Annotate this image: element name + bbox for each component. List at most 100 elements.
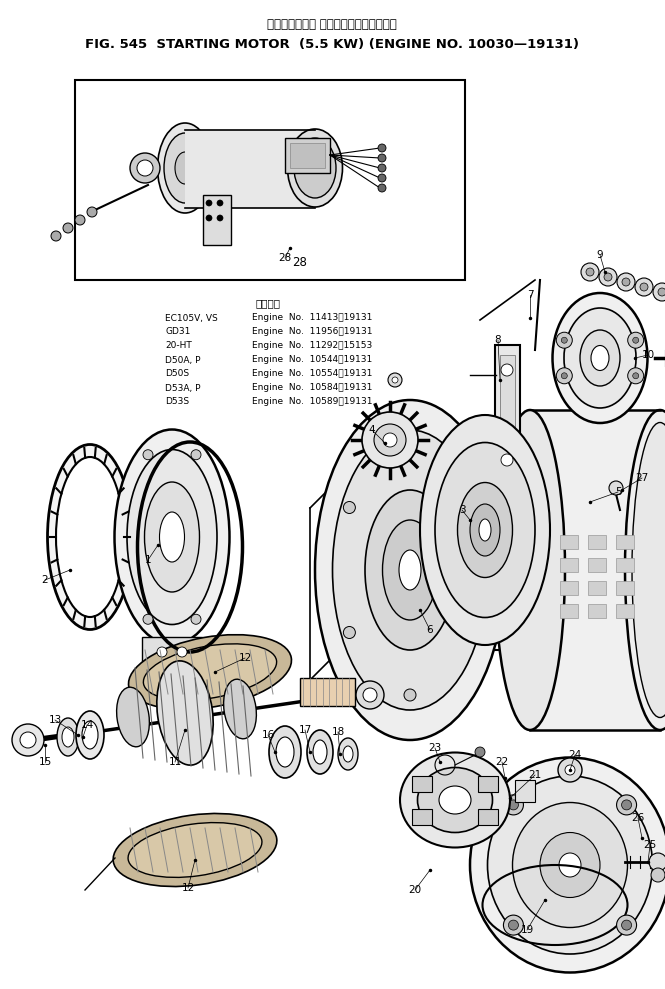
- Circle shape: [503, 795, 523, 815]
- Text: FIG. 545  STARTING MOTOR  (5.5 KW) (ENGINE NO. 10030—19131): FIG. 545 STARTING MOTOR (5.5 KW) (ENGINE…: [85, 38, 579, 51]
- Circle shape: [558, 758, 582, 782]
- Circle shape: [63, 223, 73, 233]
- Bar: [142, 637, 202, 672]
- Ellipse shape: [175, 152, 195, 184]
- Text: 11: 11: [168, 757, 182, 767]
- Circle shape: [143, 450, 153, 460]
- Circle shape: [635, 278, 653, 296]
- Ellipse shape: [164, 133, 206, 203]
- Ellipse shape: [470, 758, 665, 972]
- Ellipse shape: [632, 422, 665, 717]
- Ellipse shape: [479, 519, 491, 541]
- Bar: [203, 195, 231, 245]
- Circle shape: [616, 915, 636, 936]
- Bar: [588, 604, 606, 618]
- Circle shape: [378, 174, 386, 182]
- Ellipse shape: [315, 400, 505, 740]
- Bar: [500, 355, 515, 490]
- Ellipse shape: [114, 429, 229, 645]
- Ellipse shape: [338, 738, 358, 770]
- Circle shape: [137, 160, 153, 176]
- Bar: [412, 808, 432, 825]
- Ellipse shape: [57, 718, 79, 756]
- Text: FIG. 545  STARTING MOTOR  (5.5 KW) (ENGINE NO. 10030—19131): FIG. 545 STARTING MOTOR (5.5 KW) (ENGINE…: [99, 40, 565, 53]
- Circle shape: [191, 450, 201, 460]
- Text: D50A, P: D50A, P: [165, 355, 201, 365]
- Bar: [616, 604, 634, 618]
- Ellipse shape: [365, 490, 455, 650]
- Ellipse shape: [625, 410, 665, 730]
- Bar: [478, 775, 498, 791]
- Bar: [530, 410, 660, 730]
- Ellipse shape: [76, 711, 104, 759]
- Bar: [185, 130, 315, 208]
- Bar: [616, 558, 634, 572]
- Circle shape: [404, 689, 416, 701]
- Circle shape: [217, 200, 223, 206]
- Circle shape: [561, 373, 567, 379]
- Text: Engine  No.  11956～19131: Engine No. 11956～19131: [252, 327, 372, 336]
- Text: Engine  No.  11292～15153: Engine No. 11292～15153: [252, 341, 372, 350]
- Circle shape: [378, 144, 386, 152]
- Text: 14: 14: [80, 720, 94, 730]
- Bar: [300, 678, 355, 706]
- Bar: [0, 0, 665, 75]
- Bar: [560, 604, 578, 618]
- Text: スターティング モータ　　　　適用号機: スターティング モータ 適用号機: [267, 22, 397, 35]
- Ellipse shape: [307, 730, 333, 774]
- Text: スターティング モータ　　　　適用号機: スターティング モータ 適用号機: [267, 18, 397, 31]
- Circle shape: [475, 747, 485, 757]
- Ellipse shape: [458, 483, 513, 578]
- Ellipse shape: [420, 415, 550, 645]
- Circle shape: [378, 154, 386, 162]
- Circle shape: [465, 626, 477, 639]
- Ellipse shape: [540, 833, 600, 897]
- Circle shape: [501, 454, 513, 466]
- Circle shape: [632, 373, 638, 379]
- Text: 7: 7: [527, 290, 533, 300]
- Circle shape: [557, 368, 573, 384]
- Text: 2: 2: [42, 575, 49, 585]
- Bar: [412, 775, 432, 791]
- Circle shape: [12, 724, 44, 756]
- Ellipse shape: [418, 767, 493, 833]
- Ellipse shape: [580, 330, 620, 386]
- Text: 27: 27: [635, 473, 648, 483]
- Ellipse shape: [158, 123, 213, 213]
- Ellipse shape: [82, 721, 98, 749]
- Bar: [515, 780, 535, 802]
- Text: 23: 23: [428, 743, 442, 753]
- Circle shape: [343, 626, 355, 639]
- Circle shape: [75, 215, 85, 225]
- Ellipse shape: [332, 430, 487, 710]
- Circle shape: [501, 364, 513, 376]
- Bar: [616, 581, 634, 595]
- Ellipse shape: [382, 520, 438, 620]
- Bar: [560, 558, 578, 572]
- Text: D53S: D53S: [165, 398, 189, 406]
- Ellipse shape: [160, 512, 184, 562]
- Text: Engine  No.  11413～19131: Engine No. 11413～19131: [252, 314, 372, 322]
- Text: 19: 19: [521, 925, 533, 935]
- Text: 適用号機: 適用号機: [255, 298, 280, 308]
- Text: Engine  No.  10589～19131: Engine No. 10589～19131: [252, 398, 372, 406]
- Text: D53A, P: D53A, P: [165, 384, 201, 393]
- Circle shape: [362, 412, 418, 468]
- Text: EC105V, VS: EC105V, VS: [165, 314, 217, 322]
- Circle shape: [388, 373, 402, 387]
- Text: 12: 12: [182, 883, 195, 893]
- Circle shape: [404, 439, 416, 451]
- Text: 15: 15: [39, 757, 52, 767]
- Bar: [616, 535, 634, 549]
- Text: 8: 8: [495, 335, 501, 345]
- Ellipse shape: [116, 687, 150, 747]
- Text: 12: 12: [238, 653, 251, 663]
- Circle shape: [622, 278, 630, 286]
- Circle shape: [653, 283, 665, 301]
- Text: 28: 28: [279, 253, 292, 263]
- Ellipse shape: [487, 776, 652, 954]
- Bar: [560, 581, 578, 595]
- Circle shape: [87, 207, 97, 217]
- Circle shape: [465, 501, 477, 513]
- Ellipse shape: [276, 737, 294, 767]
